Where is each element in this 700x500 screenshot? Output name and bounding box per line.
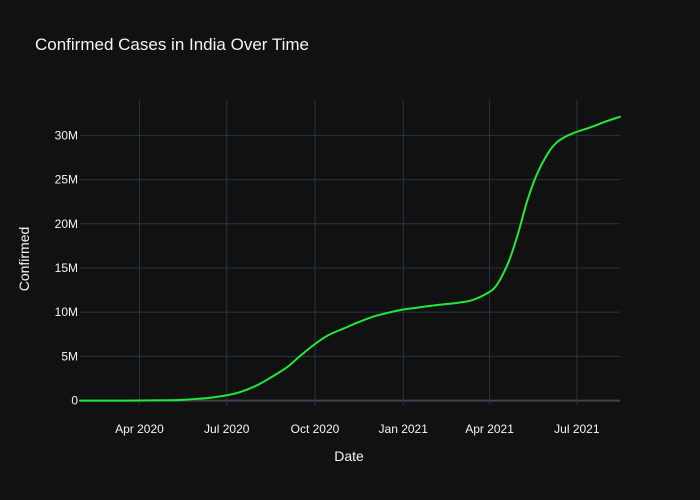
x-tick-label: Apr 2021 (465, 422, 514, 436)
plot-area (80, 100, 620, 405)
y-axis-title: Confirmed (16, 227, 32, 292)
y-tick-label: 30M (55, 128, 78, 142)
x-tick-label: Apr 2020 (115, 422, 164, 436)
y-tick-label: 25M (55, 173, 78, 187)
chart-title: Confirmed Cases in India Over Time (35, 35, 309, 54)
y-tick-label: 10M (55, 305, 78, 319)
x-axis-title: Date (334, 448, 364, 464)
series-layer (79, 115, 621, 402)
y-axis-ticks: 0 5M 10M 15M 20M 25M 30M (55, 128, 79, 407)
x-tick-label: Jul 2021 (554, 422, 600, 436)
x-tick-label: Oct 2020 (291, 422, 340, 436)
y-tick-label: 5M (61, 349, 78, 363)
y-tick-label: 0 (71, 394, 78, 408)
x-tick-label: Jul 2020 (204, 422, 250, 436)
series-line (79, 115, 621, 402)
x-tick-label: Jan 2021 (379, 422, 429, 436)
x-axis-ticks: Apr 2020 Jul 2020 Oct 2020 Jan 2021 Apr 2021… (115, 422, 600, 436)
y-tick-label: 20M (55, 217, 78, 231)
y-tick-label: 15M (55, 261, 78, 275)
